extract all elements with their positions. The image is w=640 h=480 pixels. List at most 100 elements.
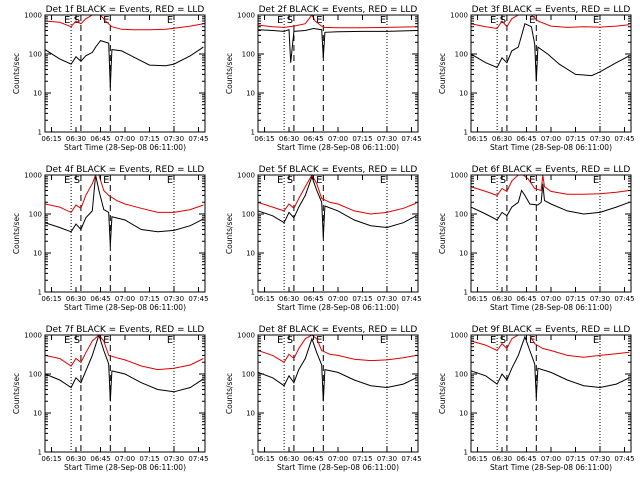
x-tick-label: 07:30 [164, 295, 184, 303]
chart-title: Det 3f BLACK = Events, RED = LLD [472, 5, 631, 15]
event-marker-label: S [74, 175, 80, 186]
y-tick-label: 100 [242, 371, 255, 379]
x-tick-label: 07:00 [328, 135, 348, 143]
event-marker-label: E [167, 175, 173, 186]
x-tick-label: 07:45 [401, 135, 421, 143]
event-marker-label: E [529, 175, 535, 186]
y-axis-label: Counts/sec [225, 53, 234, 94]
y-tick-label: 1 [38, 289, 42, 297]
x-axis-label: Start Time (28-Sep-08 06:11:00) [490, 303, 612, 312]
x-tick-label: 07:15 [139, 455, 159, 463]
y-tick-label: 10 [246, 410, 255, 418]
lld-series-line [471, 335, 630, 358]
event-marker-label: S [287, 335, 293, 346]
x-tick-label: 06:30 [492, 455, 512, 463]
event-marker-label: E [64, 175, 70, 186]
chart-title: Det 8f BLACK = Events, RED = LLD [259, 325, 418, 335]
y-tick-label: 10 [459, 250, 468, 258]
event-marker-label: E [316, 15, 322, 26]
event-marker-label: E [64, 15, 70, 26]
x-tick-label: 06:15 [41, 135, 61, 143]
y-tick-label: 10 [33, 90, 42, 98]
y-tick-label: 1000 [237, 12, 255, 20]
x-tick-label: 07:15 [565, 455, 585, 463]
lld-series-line [45, 175, 204, 214]
x-tick-label: 07:00 [328, 295, 348, 303]
x-axis-label: Start Time (28-Sep-08 06:11:00) [64, 463, 186, 472]
chart-title: Det 1f BLACK = Events, RED = LLD [46, 5, 205, 15]
x-tick-label: 07:15 [139, 295, 159, 303]
events-series-line [258, 337, 417, 402]
x-tick-label: 07:00 [115, 295, 135, 303]
x-tick-label: 07:00 [541, 135, 561, 143]
y-tick-label: 1000 [450, 332, 468, 340]
events-series-line [45, 40, 204, 88]
chart-title: Det 7f BLACK = Events, RED = LLD [46, 325, 205, 335]
x-tick-label: 06:15 [467, 295, 487, 303]
x-tick-label: 07:45 [188, 455, 208, 463]
x-axis-label: Start Time (28-Sep-08 06:11:00) [490, 143, 612, 152]
x-tick-label: 07:15 [565, 295, 585, 303]
y-tick-label: 100 [242, 51, 255, 59]
y-tick-label: 100 [455, 371, 468, 379]
event-marker-label: E [593, 15, 599, 26]
x-tick-label: 06:15 [467, 135, 487, 143]
event-marker-label: E [380, 15, 386, 26]
x-tick-label: 06:45 [303, 295, 323, 303]
event-marker-label: E [277, 175, 283, 186]
x-tick-label: 07:30 [590, 295, 610, 303]
chart-title: Det 5f BLACK = Events, RED = LLD [259, 165, 418, 175]
x-tick-label: 06:45 [303, 135, 323, 143]
y-tick-label: 10 [459, 410, 468, 418]
x-tick-label: 06:45 [90, 135, 110, 143]
x-tick-label: 07:30 [590, 135, 610, 143]
x-tick-label: 07:00 [541, 455, 561, 463]
event-marker-label: E [490, 175, 496, 186]
plot-frame [470, 174, 632, 293]
x-tick-label: 07:45 [188, 295, 208, 303]
plot-frame [44, 334, 206, 453]
x-tick-label: 06:30 [492, 295, 512, 303]
y-tick-label: 100 [455, 211, 468, 219]
plot-frame [470, 14, 632, 133]
x-axis-label: Start Time (28-Sep-08 06:11:00) [64, 303, 186, 312]
x-tick-label: 07:45 [614, 135, 634, 143]
y-tick-label: 10 [33, 410, 42, 418]
x-tick-label: 06:30 [279, 295, 299, 303]
event-marker-label: E [380, 335, 386, 346]
x-tick-label: 06:30 [279, 455, 299, 463]
x-tick-label: 07:45 [401, 295, 421, 303]
event-marker-label: E [167, 15, 173, 26]
x-tick-label: 07:30 [164, 455, 184, 463]
x-tick-label: 07:00 [541, 295, 561, 303]
y-tick-label: 10 [246, 90, 255, 98]
x-tick-label: 07:30 [590, 455, 610, 463]
y-tick-label: 100 [29, 371, 42, 379]
x-tick-label: 06:15 [467, 455, 487, 463]
x-tick-label: 07:00 [328, 455, 348, 463]
y-axis-label: Counts/sec [438, 53, 447, 94]
x-tick-label: 07:45 [401, 455, 421, 463]
x-tick-label: 06:15 [41, 295, 61, 303]
lld-series-line [258, 175, 417, 215]
events-series-line [471, 183, 630, 221]
lld-series-line [258, 335, 417, 363]
x-tick-label: 06:30 [66, 455, 86, 463]
x-tick-label: 06:45 [90, 455, 110, 463]
plot-frame [257, 334, 419, 453]
y-tick-label: 1000 [237, 172, 255, 180]
plot-frame [44, 14, 206, 133]
y-axis-label: Counts/sec [438, 213, 447, 254]
y-axis-label: Counts/sec [12, 53, 21, 94]
y-tick-label: 1 [464, 129, 468, 137]
y-tick-label: 1000 [450, 172, 468, 180]
x-axis-label: Start Time (28-Sep-08 06:11:00) [277, 143, 399, 152]
x-tick-label: 06:15 [254, 455, 274, 463]
event-marker-label: S [500, 335, 506, 346]
x-tick-label: 07:45 [614, 295, 634, 303]
x-tick-label: 07:15 [352, 295, 372, 303]
